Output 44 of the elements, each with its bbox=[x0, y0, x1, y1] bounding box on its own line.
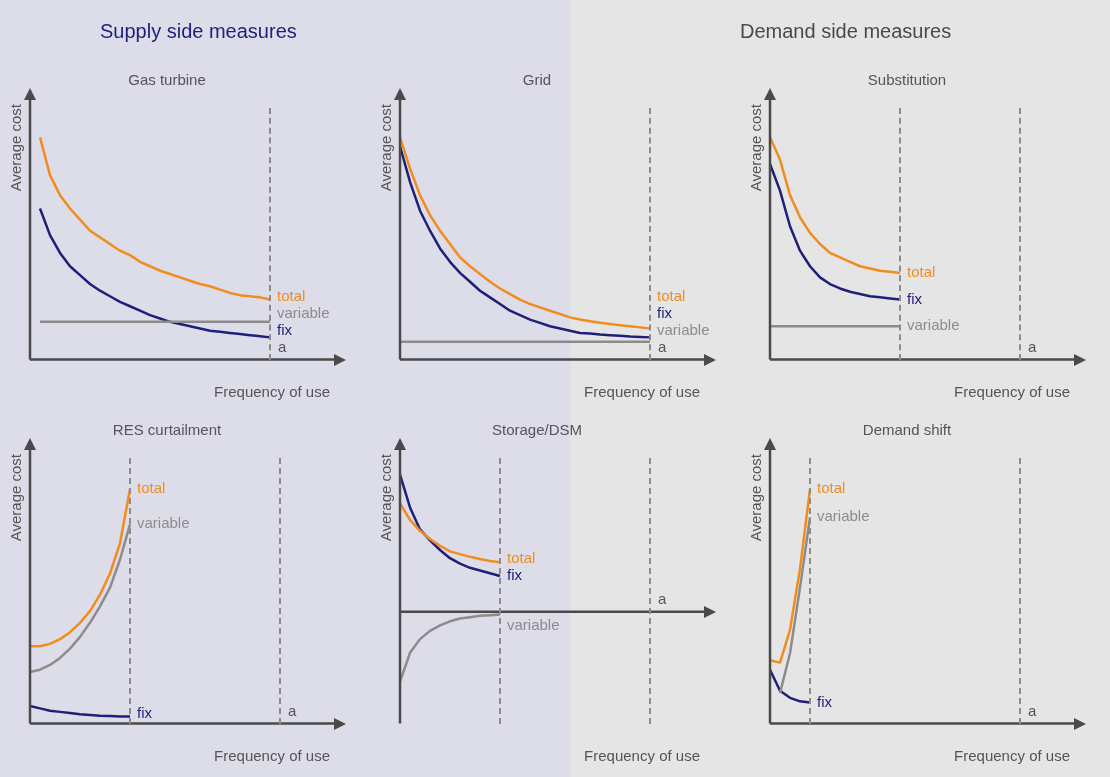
series-label: fix bbox=[907, 289, 923, 307]
annotation: a bbox=[658, 337, 667, 355]
series-label: total bbox=[657, 286, 686, 304]
y-axis-title: Average cost bbox=[377, 453, 395, 542]
x-axis-title: Frequency of use bbox=[214, 747, 330, 765]
x-axis-title: Frequency of use bbox=[584, 747, 700, 765]
series-label: variable bbox=[817, 507, 870, 525]
series-label: total bbox=[817, 479, 846, 497]
x-axis-title: Frequency of use bbox=[954, 383, 1070, 401]
annotation: a bbox=[658, 589, 667, 607]
annotation: a bbox=[288, 701, 297, 719]
chart-title: Grid bbox=[522, 71, 552, 89]
series-label: variable bbox=[907, 316, 960, 334]
series-label: total bbox=[907, 263, 936, 281]
y-axis-title: Average cost bbox=[377, 103, 395, 192]
chart-title: RES curtailment bbox=[112, 421, 223, 439]
text: Demand side measures bbox=[740, 20, 952, 43]
annotation: a bbox=[1028, 337, 1037, 355]
chart-title: Storage/DSM bbox=[491, 421, 583, 439]
series-label: variable bbox=[277, 303, 330, 321]
series-label: variable bbox=[507, 615, 560, 633]
x-axis-title: Frequency of use bbox=[584, 383, 700, 401]
x-axis-title: Frequency of use bbox=[214, 383, 330, 401]
annotation: a bbox=[1028, 701, 1037, 719]
series-label: fix bbox=[507, 566, 523, 584]
y-axis-title: Average cost bbox=[7, 103, 25, 192]
series-label: total bbox=[277, 286, 306, 304]
chart-title: Gas turbine bbox=[128, 71, 206, 89]
chart-title: Demand shift bbox=[862, 421, 953, 439]
series-label: total bbox=[507, 549, 536, 567]
series-label: fix bbox=[137, 703, 153, 721]
series-label: total bbox=[137, 479, 166, 497]
text: Supply side measures bbox=[100, 20, 297, 43]
y-axis-title: Average cost bbox=[747, 103, 765, 192]
annotation: a bbox=[278, 337, 287, 355]
series-label: fix bbox=[657, 303, 673, 321]
y-axis-title: Average cost bbox=[7, 453, 25, 542]
series-label: variable bbox=[137, 514, 190, 532]
series-label: fix bbox=[817, 692, 833, 710]
x-axis-title: Frequency of use bbox=[954, 747, 1070, 765]
chart-title: Substitution bbox=[867, 71, 947, 89]
series-label: fix bbox=[277, 320, 293, 338]
y-axis-title: Average cost bbox=[747, 453, 765, 542]
series-label: variable bbox=[657, 320, 710, 338]
